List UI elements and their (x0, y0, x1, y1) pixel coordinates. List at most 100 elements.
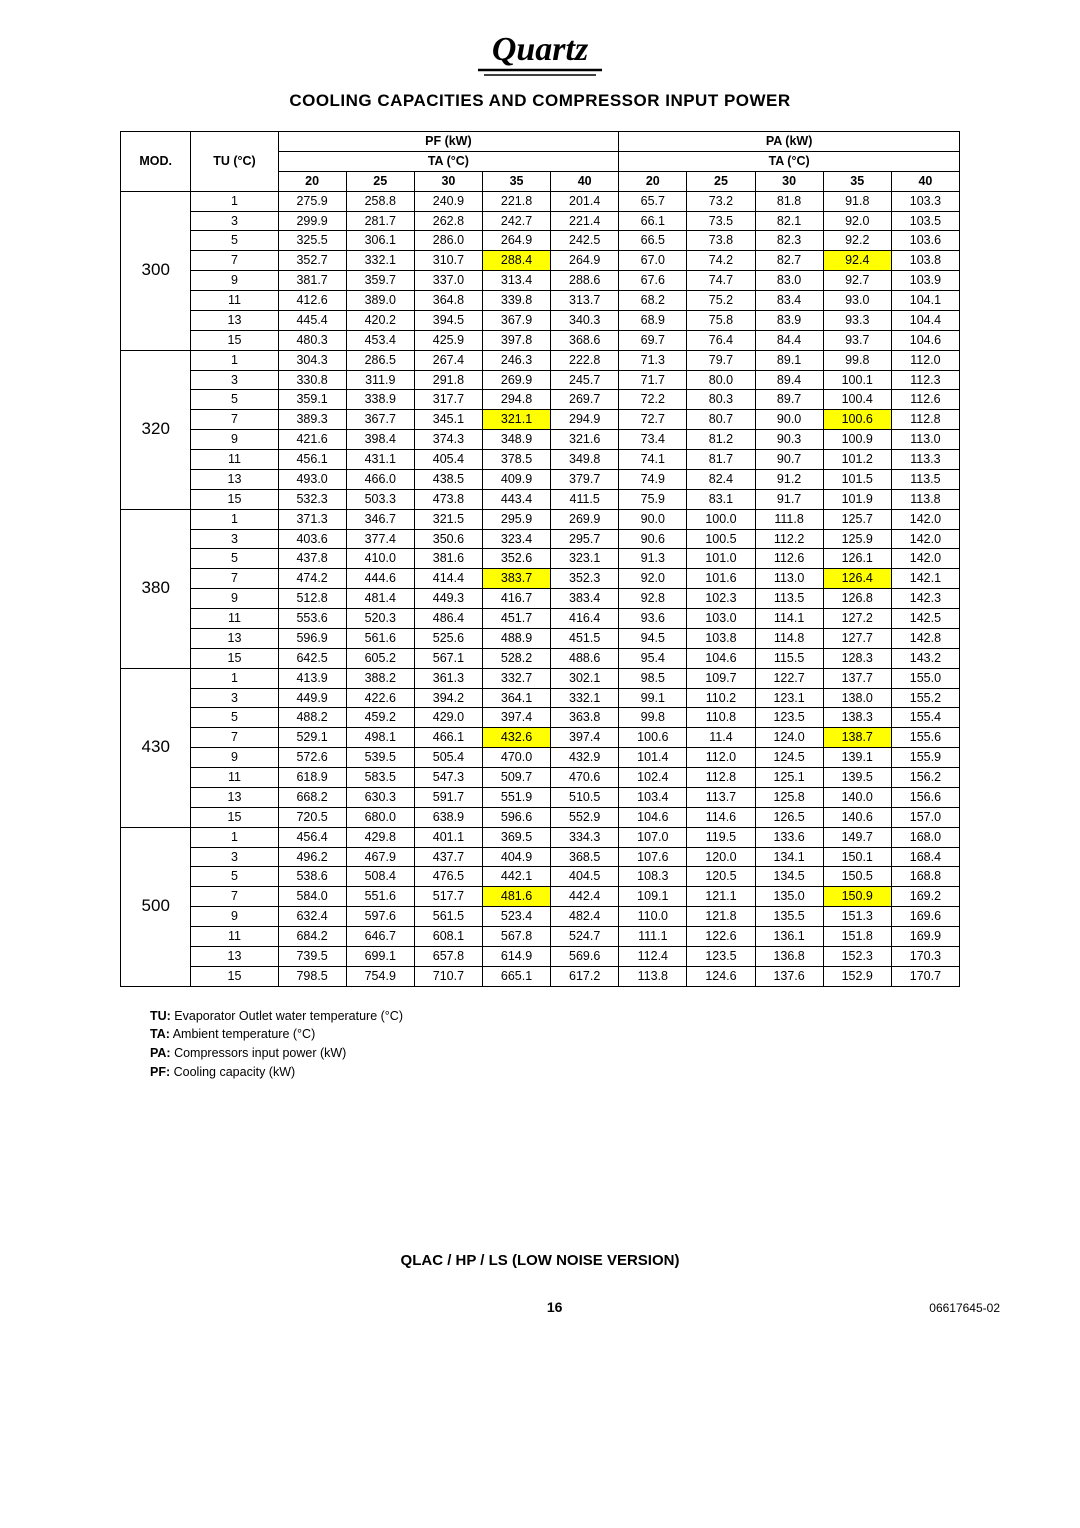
value-cell: 124.0 (755, 728, 823, 748)
col-temp: 20 (278, 171, 346, 191)
value-cell: 488.2 (278, 708, 346, 728)
tu-cell: 15 (191, 966, 278, 986)
value-cell: 90.7 (755, 450, 823, 470)
value-cell: 103.6 (891, 231, 959, 251)
value-cell: 137.7 (823, 668, 891, 688)
value-cell: 646.7 (346, 927, 414, 947)
tu-cell: 3 (191, 529, 278, 549)
value-cell: 449.9 (278, 688, 346, 708)
value-cell: 100.1 (823, 370, 891, 390)
value-cell: 405.4 (414, 450, 482, 470)
value-cell: 104.1 (891, 291, 959, 311)
col-temp: 30 (414, 171, 482, 191)
value-cell: 125.8 (755, 787, 823, 807)
value-cell: 101.2 (823, 450, 891, 470)
value-cell: 381.6 (414, 549, 482, 569)
value-cell: 142.3 (891, 589, 959, 609)
value-cell: 642.5 (278, 648, 346, 668)
value-cell: 397.4 (551, 728, 619, 748)
value-cell: 739.5 (278, 946, 346, 966)
table-row: 5488.2459.2429.0397.4363.899.8110.8123.5… (121, 708, 960, 728)
value-cell: 113.8 (619, 966, 687, 986)
value-cell: 115.5 (755, 648, 823, 668)
table-row: 3201304.3286.5267.4246.3222.871.379.789.… (121, 350, 960, 370)
value-cell: 242.5 (551, 231, 619, 251)
legend-item: TA: Ambient temperature (°C) (150, 1025, 1020, 1044)
value-cell: 381.7 (278, 271, 346, 291)
value-cell: 352.7 (278, 251, 346, 271)
value-cell: 81.8 (755, 191, 823, 211)
value-cell: 597.6 (346, 907, 414, 927)
value-cell: 168.8 (891, 867, 959, 887)
value-cell: 127.7 (823, 628, 891, 648)
value-cell: 294.8 (482, 390, 550, 410)
col-pa: PA (kW) (619, 132, 960, 152)
value-cell: 449.3 (414, 589, 482, 609)
tu-cell: 5 (191, 708, 278, 728)
table-row: 7474.2444.6414.4383.7352.392.0101.6113.0… (121, 569, 960, 589)
value-cell: 152.9 (823, 966, 891, 986)
value-cell: 82.4 (687, 469, 755, 489)
value-cell: 699.1 (346, 946, 414, 966)
value-cell: 710.7 (414, 966, 482, 986)
value-cell: 632.4 (278, 907, 346, 927)
value-cell: 437.7 (414, 847, 482, 867)
value-cell: 73.8 (687, 231, 755, 251)
value-cell: 142.0 (891, 549, 959, 569)
value-cell: 340.3 (551, 310, 619, 330)
value-cell: 431.1 (346, 450, 414, 470)
value-cell: 103.5 (891, 211, 959, 231)
table-row: 11412.6389.0364.8339.8313.768.275.283.49… (121, 291, 960, 311)
value-cell: 82.3 (755, 231, 823, 251)
value-cell: 503.3 (346, 489, 414, 509)
value-cell: 81.2 (687, 430, 755, 450)
value-cell: 142.1 (891, 569, 959, 589)
value-cell: 476.5 (414, 867, 482, 887)
value-cell: 367.7 (346, 410, 414, 430)
value-cell: 288.6 (551, 271, 619, 291)
value-cell: 388.2 (346, 668, 414, 688)
value-cell: 306.1 (346, 231, 414, 251)
value-cell: 416.7 (482, 589, 550, 609)
value-cell: 438.5 (414, 469, 482, 489)
value-cell: 348.9 (482, 430, 550, 450)
value-cell: 486.4 (414, 609, 482, 629)
value-cell: 83.1 (687, 489, 755, 509)
table-row: 9421.6398.4374.3348.9321.673.481.290.310… (121, 430, 960, 450)
value-cell: 221.8 (482, 191, 550, 211)
value-cell: 551.9 (482, 787, 550, 807)
value-cell: 720.5 (278, 807, 346, 827)
value-cell: 295.7 (551, 529, 619, 549)
value-cell: 125.1 (755, 768, 823, 788)
value-cell: 103.8 (687, 628, 755, 648)
value-cell: 269.7 (551, 390, 619, 410)
tu-cell: 11 (191, 768, 278, 788)
legend-item: PA: Compressors input power (kW) (150, 1044, 1020, 1063)
value-cell: 90.6 (619, 529, 687, 549)
value-cell: 169.9 (891, 927, 959, 947)
table-row: 3496.2467.9437.7404.9368.5107.6120.0134.… (121, 847, 960, 867)
value-cell: 168.0 (891, 827, 959, 847)
value-cell: 140.6 (823, 807, 891, 827)
value-cell: 505.4 (414, 748, 482, 768)
value-cell: 100.4 (823, 390, 891, 410)
value-cell: 437.8 (278, 549, 346, 569)
tu-cell: 9 (191, 430, 278, 450)
col-temp: 35 (482, 171, 550, 191)
value-cell: 294.9 (551, 410, 619, 430)
value-cell: 119.5 (687, 827, 755, 847)
value-cell: 264.9 (551, 251, 619, 271)
tu-cell: 11 (191, 291, 278, 311)
col-temp: 35 (823, 171, 891, 191)
value-cell: 442.4 (551, 887, 619, 907)
table-row: 3449.9422.6394.2364.1332.199.1110.2123.1… (121, 688, 960, 708)
value-cell: 100.6 (823, 410, 891, 430)
value-cell: 142.8 (891, 628, 959, 648)
value-cell: 103.0 (687, 609, 755, 629)
value-cell: 547.3 (414, 768, 482, 788)
value-cell: 429.0 (414, 708, 482, 728)
col-temp: 40 (551, 171, 619, 191)
value-cell: 74.1 (619, 450, 687, 470)
value-cell: 113.0 (755, 569, 823, 589)
table-row: 13668.2630.3591.7551.9510.5103.4113.7125… (121, 787, 960, 807)
